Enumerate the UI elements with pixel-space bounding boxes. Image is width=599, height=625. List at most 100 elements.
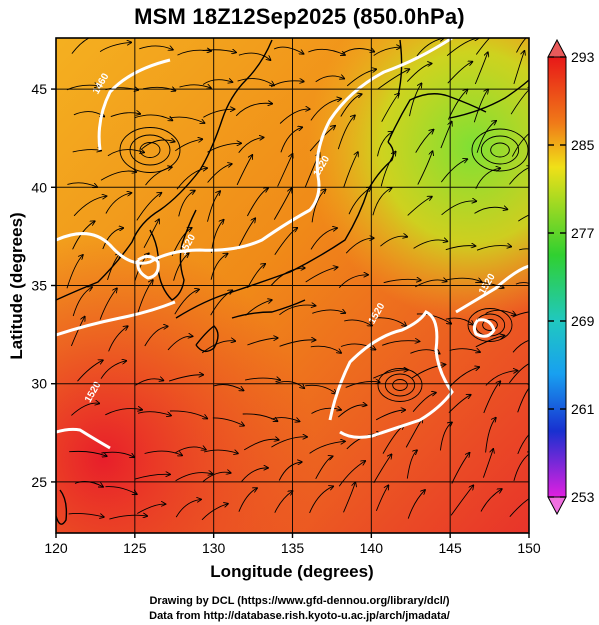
streamline <box>417 151 433 185</box>
streamline <box>99 288 117 320</box>
streamline <box>178 191 195 217</box>
streamline <box>66 255 83 289</box>
streamline <box>338 461 365 487</box>
streamline <box>475 38 491 55</box>
y-tick-label: 30 <box>31 376 47 392</box>
streamline <box>343 482 356 513</box>
streamline <box>109 515 147 520</box>
x-tick-label: 120 <box>44 540 68 556</box>
streamline <box>310 345 341 353</box>
streamline <box>101 451 134 457</box>
streamline <box>270 81 304 88</box>
credits: Drawing by DCL (https://www.gfd-dennou.o… <box>0 594 599 624</box>
streamline <box>137 280 153 313</box>
streamline <box>312 310 345 313</box>
streamline <box>73 196 106 217</box>
streamline <box>373 370 408 379</box>
streamline <box>311 189 326 223</box>
streamline <box>448 367 479 388</box>
streamline <box>72 221 95 250</box>
streamline <box>518 214 529 222</box>
streamline <box>274 228 298 255</box>
streamline-eddy <box>467 308 513 342</box>
colorbar-tick-label: 269 <box>571 313 595 329</box>
streamline <box>174 289 199 315</box>
y-axis-label: Latitude (degrees) <box>7 212 26 359</box>
streamline <box>412 393 436 412</box>
streamline <box>375 410 405 421</box>
streamline <box>134 114 173 120</box>
streamline <box>279 340 316 347</box>
streamline <box>413 240 448 249</box>
streamline <box>69 450 107 456</box>
streamline <box>511 133 529 157</box>
streamline <box>202 50 236 53</box>
lat-lon-grid <box>56 38 529 533</box>
x-tick-label: 140 <box>360 540 384 556</box>
x-axis-ticks: 120 125 130 135 140 145 150 <box>44 533 541 556</box>
x-tick-label: 125 <box>123 540 147 556</box>
colorbar: 293 285 277 269 261 253 <box>547 38 595 516</box>
streamline <box>271 437 307 448</box>
streamline <box>305 267 338 283</box>
streamline-eddy <box>392 379 408 391</box>
streamline <box>100 361 126 379</box>
streamline <box>273 189 291 220</box>
streamline <box>77 360 103 382</box>
streamline <box>105 193 131 214</box>
streamline <box>279 109 310 124</box>
streamline <box>382 341 419 346</box>
map-title: MSM 18Z12Sep2025 (850.0hPa) <box>134 4 465 29</box>
streamline <box>337 405 366 418</box>
streamline <box>177 50 212 56</box>
streamline <box>144 450 183 455</box>
streamline-eddy <box>471 128 529 172</box>
streamline <box>445 278 482 282</box>
streamline <box>440 159 467 183</box>
streamline <box>137 411 171 416</box>
streamline <box>346 69 376 87</box>
streamline <box>374 317 406 326</box>
streamline <box>99 42 131 52</box>
streamline <box>105 486 137 495</box>
streamline <box>509 363 529 384</box>
streamline <box>483 381 501 414</box>
streamline <box>380 236 407 247</box>
colorbar-tick-label: 285 <box>571 137 595 153</box>
streamline <box>105 409 142 416</box>
streamline <box>102 228 124 250</box>
streamline <box>513 51 525 85</box>
streamline <box>179 85 211 88</box>
streamline-eddy <box>129 134 171 166</box>
streamline <box>71 403 99 416</box>
streamline-eddy <box>377 368 423 402</box>
streamline <box>144 326 168 347</box>
streamline <box>72 287 92 317</box>
credits-line-2: Data from http://database.rish.kyoto-u.a… <box>149 610 450 622</box>
x-tick-label: 145 <box>438 540 462 556</box>
streamline <box>337 115 355 150</box>
streamline <box>441 201 477 216</box>
streamline <box>280 127 302 153</box>
streamline <box>210 290 233 316</box>
colorbar-max-arrow <box>547 38 567 58</box>
streamline <box>143 219 159 249</box>
streamline <box>141 140 175 150</box>
streamline <box>416 313 451 324</box>
streamline <box>406 450 417 479</box>
streamline <box>236 155 252 186</box>
streamline <box>485 418 496 453</box>
streamline <box>345 381 380 388</box>
streamline <box>476 121 496 153</box>
streamline <box>509 167 529 185</box>
streamline-eddy <box>480 135 520 165</box>
streamline <box>510 86 529 115</box>
streamline <box>310 228 337 250</box>
streamline <box>305 384 336 393</box>
streamline <box>445 317 474 325</box>
streamline <box>517 433 529 455</box>
colorbar-tick-label: 293 <box>571 49 595 65</box>
streamline <box>142 87 175 90</box>
